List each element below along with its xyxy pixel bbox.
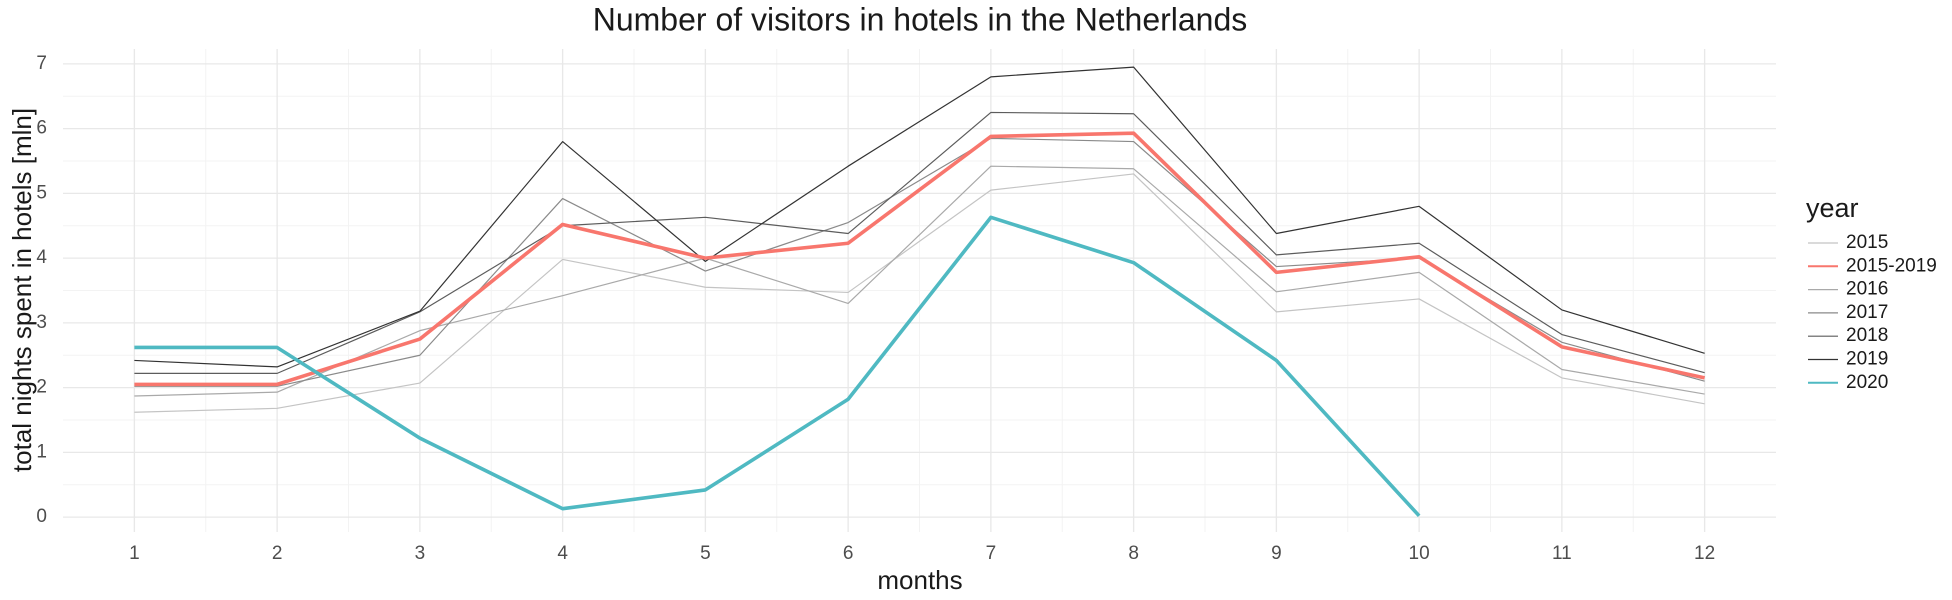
series-line	[134, 165, 1705, 397]
series-line	[134, 111, 1705, 374]
legend-label: 2015-2019	[1846, 255, 1937, 276]
x-tick-label: 6	[843, 543, 854, 564]
legend-label: 2019	[1846, 349, 1888, 370]
series-line	[134, 66, 1705, 368]
y-tick-label: 7	[36, 53, 47, 74]
x-tick-label: 11	[1552, 543, 1572, 564]
legend-label: 2020	[1846, 372, 1888, 393]
x-tick-label: 8	[1128, 543, 1139, 564]
x-tick-label: 1	[129, 543, 140, 564]
x-tick-label: 5	[700, 543, 711, 564]
legend-title: year	[1806, 193, 1859, 223]
legend-label: 2018	[1846, 325, 1888, 346]
y-tick-label: 4	[36, 247, 47, 268]
x-tick-label: 7	[986, 543, 997, 564]
series-line	[134, 131, 1706, 387]
x-tick-label: 9	[1271, 543, 1282, 564]
x-axis-label: months	[877, 565, 962, 595]
x-tick-label: 12	[1694, 543, 1715, 564]
y-tick-label: 6	[36, 118, 47, 139]
x-tick-label: 3	[415, 543, 426, 564]
y-tick-label: 0	[36, 506, 47, 527]
legend-label: 2015	[1846, 232, 1888, 253]
y-tick-label: 3	[36, 312, 47, 333]
x-tick-label: 2	[272, 543, 283, 564]
chart-title: Number of visitors in hotels in the Neth…	[593, 1, 1248, 37]
x-tick-label: 4	[557, 543, 568, 564]
y-tick-label: 1	[36, 441, 47, 462]
x-tick-label: 10	[1409, 543, 1430, 564]
series-line	[134, 173, 1705, 413]
y-tick-label: 5	[36, 182, 47, 203]
y-tick-label: 2	[36, 377, 47, 398]
legend-label: 2016	[1846, 279, 1888, 300]
y-axis-label: total nights spent in hotels [mln]	[7, 108, 37, 472]
legend-label: 2017	[1846, 302, 1888, 323]
series-line	[134, 215, 1421, 518]
